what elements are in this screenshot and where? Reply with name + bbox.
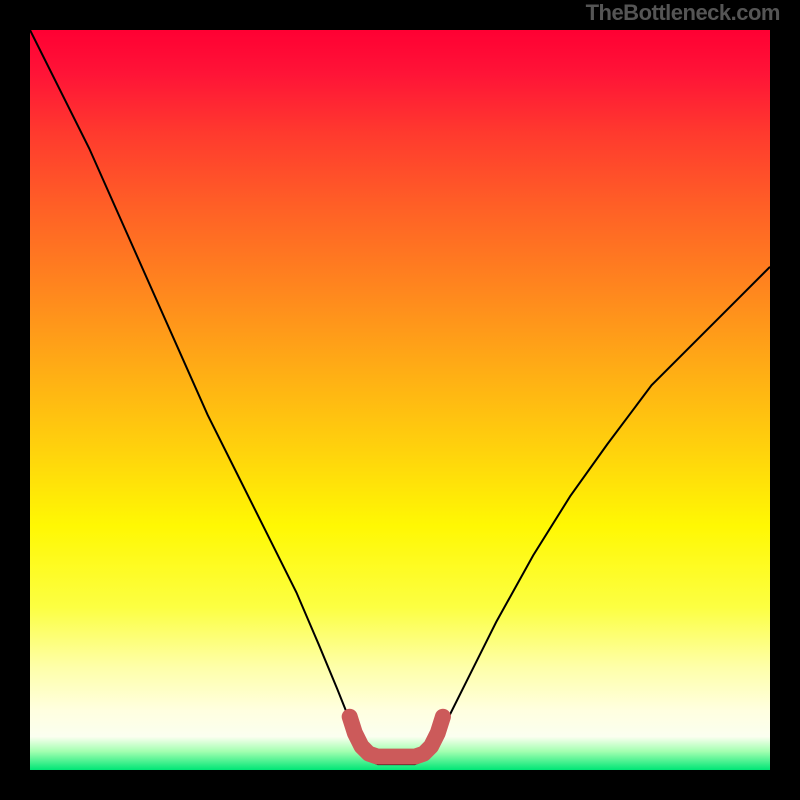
watermark-text: TheBottleneck.com — [586, 0, 780, 26]
chart-frame: TheBottleneck.com — [0, 0, 800, 800]
plot-area — [30, 30, 770, 770]
plot-svg — [30, 30, 770, 770]
gradient-background — [30, 30, 770, 770]
